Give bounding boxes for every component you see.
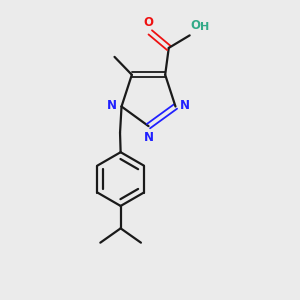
Text: H: H (200, 22, 209, 32)
Text: N: N (143, 131, 154, 145)
Text: N: N (107, 98, 117, 112)
Text: O: O (191, 20, 201, 32)
Text: O: O (144, 16, 154, 29)
Text: N: N (180, 99, 190, 112)
